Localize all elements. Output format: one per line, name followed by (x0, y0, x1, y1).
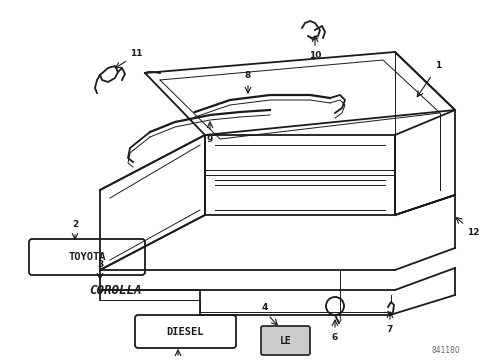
Text: 9: 9 (207, 135, 213, 144)
Text: 10: 10 (309, 51, 321, 60)
Text: DIESEL: DIESEL (166, 327, 204, 337)
Text: 11: 11 (130, 49, 143, 58)
Text: 8: 8 (245, 71, 251, 80)
Text: 7: 7 (387, 325, 393, 334)
Text: 3: 3 (97, 260, 103, 269)
Text: 1: 1 (435, 61, 441, 70)
Text: 6: 6 (332, 333, 338, 342)
FancyBboxPatch shape (261, 326, 310, 355)
Text: 841180: 841180 (431, 346, 460, 355)
Text: COROLLA: COROLLA (89, 284, 141, 297)
Text: 12: 12 (467, 228, 480, 237)
Text: 4: 4 (262, 303, 268, 312)
FancyBboxPatch shape (29, 239, 145, 275)
FancyBboxPatch shape (135, 315, 236, 348)
Text: LE: LE (280, 336, 292, 346)
Text: TOYOTA: TOYOTA (68, 252, 106, 262)
Text: 2: 2 (72, 220, 78, 229)
